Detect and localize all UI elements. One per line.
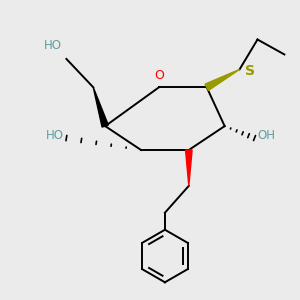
Text: HO: HO (45, 129, 63, 142)
Polygon shape (185, 150, 192, 186)
Text: OH: OH (257, 129, 275, 142)
Text: O: O (154, 69, 164, 82)
Polygon shape (205, 69, 240, 90)
Text: S: S (245, 64, 255, 78)
Polygon shape (93, 87, 108, 127)
Text: HO: HO (44, 39, 62, 52)
